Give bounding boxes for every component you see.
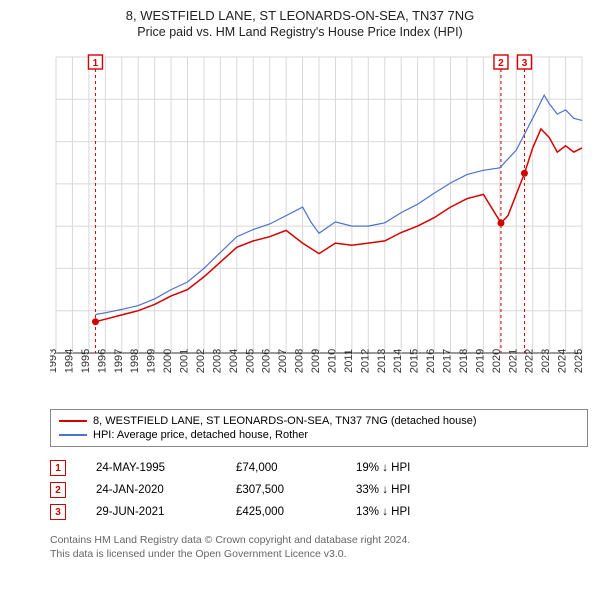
x-tick-label: 2000 [162, 349, 174, 373]
legend-row: 8, WESTFIELD LANE, ST LEONARDS-ON-SEA, T… [59, 414, 579, 428]
x-tick-label: 2021 [507, 349, 519, 373]
footer-line2: This data is licensed under the Open Gov… [50, 547, 588, 561]
x-tick-label: 1996 [96, 349, 108, 373]
x-tick-label: 2010 [326, 349, 338, 373]
sale-point [497, 219, 504, 226]
x-tick-label: 2006 [261, 349, 273, 373]
sale-point [521, 170, 528, 177]
footer-line1: Contains HM Land Registry data © Crown c… [50, 533, 588, 547]
chart-container: 8, WESTFIELD LANE, ST LEONARDS-ON-SEA, T… [0, 0, 600, 561]
x-tick-label: 1995 [80, 349, 92, 373]
x-tick-label: 2008 [294, 349, 306, 373]
sale-price: £307,500 [236, 484, 326, 496]
title-subtitle: Price paid vs. HM Land Registry's House … [0, 25, 600, 39]
sale-row: 2 24-JAN-2020 £307,500 33% ↓ HPI [50, 479, 588, 501]
x-tick-label: 2025 [573, 349, 585, 373]
plot-area: £0£100K£200K£300K£400K£500K£600K£700K199… [50, 43, 588, 403]
x-tick-label: 2003 [211, 349, 223, 373]
sale-delta: 19% ↓ HPI [356, 462, 466, 474]
x-tick-label: 1997 [113, 349, 125, 373]
x-tick-label: 2017 [442, 349, 454, 373]
x-tick-label: 2005 [244, 349, 256, 373]
sales-table: 1 24-MAY-1995 £74,000 19% ↓ HPI 2 24-JAN-2020… [50, 457, 588, 523]
title-address: 8, WESTFIELD LANE, ST LEONARDS-ON-SEA, T… [0, 8, 600, 23]
x-tick-label: 2004 [228, 349, 240, 373]
x-tick-label: 2012 [359, 349, 371, 373]
legend-label: 8, WESTFIELD LANE, ST LEONARDS-ON-SEA, T… [93, 415, 477, 427]
legend-row: HPI: Average price, detached house, Roth… [59, 428, 579, 442]
sale-delta: 33% ↓ HPI [356, 484, 466, 496]
legend-swatch [59, 434, 87, 436]
x-tick-label: 2001 [179, 349, 191, 373]
x-tick-label: 2019 [474, 349, 486, 373]
x-tick-label: 2015 [409, 349, 421, 373]
x-tick-label: 2002 [195, 349, 207, 373]
sale-marker-num: 2 [50, 482, 66, 498]
x-tick-label: 2024 [557, 349, 569, 373]
sale-point [92, 318, 99, 325]
line-chart-svg: £0£100K£200K£300K£400K£500K£600K£700K199… [50, 43, 588, 403]
sale-row: 1 24-MAY-1995 £74,000 19% ↓ HPI [50, 457, 588, 479]
sale-row: 3 29-JUN-2021 £425,000 13% ↓ HPI [50, 501, 588, 523]
sale-delta: 13% ↓ HPI [356, 506, 466, 518]
sale-marker-num: 1 [50, 460, 66, 476]
x-tick-label: 2018 [458, 349, 470, 373]
sale-marker-num: 3 [50, 504, 66, 520]
x-tick-label: 1999 [146, 349, 158, 373]
x-tick-label: 2013 [376, 349, 388, 373]
x-tick-label: 2016 [425, 349, 437, 373]
legend: 8, WESTFIELD LANE, ST LEONARDS-ON-SEA, T… [50, 409, 588, 447]
sale-date: 24-JAN-2020 [96, 484, 206, 496]
legend-swatch [59, 420, 87, 422]
sale-price: £425,000 [236, 506, 326, 518]
title-block: 8, WESTFIELD LANE, ST LEONARDS-ON-SEA, T… [0, 0, 600, 43]
x-tick-label: 1998 [129, 349, 141, 373]
x-tick-label: 2022 [524, 349, 536, 373]
event-marker-num: 3 [522, 58, 528, 69]
sale-date: 29-JUN-2021 [96, 506, 206, 518]
series-hpi [96, 95, 583, 314]
sale-price: £74,000 [236, 462, 326, 474]
x-tick-label: 1993 [50, 349, 59, 373]
attribution-footer: Contains HM Land Registry data © Crown c… [50, 533, 588, 561]
x-tick-label: 2011 [343, 349, 355, 373]
legend-label: HPI: Average price, detached house, Roth… [93, 429, 308, 441]
x-tick-label: 2007 [277, 349, 289, 373]
event-marker-num: 2 [498, 58, 504, 69]
event-marker-num: 1 [93, 58, 99, 69]
x-tick-label: 2014 [392, 349, 404, 373]
sale-date: 24-MAY-1995 [96, 462, 206, 474]
x-tick-label: 2023 [540, 349, 552, 373]
x-tick-label: 2009 [310, 349, 322, 373]
x-tick-label: 1994 [63, 349, 75, 373]
